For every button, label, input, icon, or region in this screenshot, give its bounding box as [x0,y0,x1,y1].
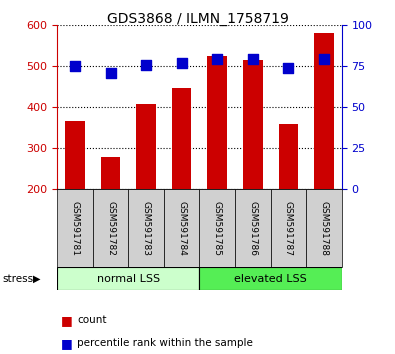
Bar [93,189,128,267]
Bar [101,157,120,189]
Text: normal LSS: normal LSS [97,274,160,284]
Bar [57,189,93,267]
Bar [128,189,164,267]
Text: GDS3868 / ILMN_1758719: GDS3868 / ILMN_1758719 [107,12,288,27]
Bar [271,189,306,267]
Bar [57,267,199,290]
Text: GSM591785: GSM591785 [213,201,222,256]
Text: count: count [77,315,107,325]
Bar [199,267,342,290]
Point [107,70,114,75]
Bar [314,33,334,189]
Text: GSM591788: GSM591788 [320,201,328,256]
Bar [306,189,342,267]
Text: GSM591787: GSM591787 [284,201,293,256]
Text: ▶: ▶ [33,274,40,284]
Text: GSM591783: GSM591783 [142,201,150,256]
Bar [199,189,235,267]
Bar [65,121,85,189]
Point [321,56,327,61]
Text: ■: ■ [61,337,73,350]
Text: elevated LSS: elevated LSS [234,274,307,284]
Bar [207,57,227,189]
Point [72,63,78,69]
Text: stress: stress [2,274,33,284]
Bar [136,104,156,189]
Text: percentile rank within the sample: percentile rank within the sample [77,338,253,348]
Text: GSM591784: GSM591784 [177,201,186,256]
Bar [164,189,199,267]
Bar [235,189,271,267]
Bar [278,124,298,189]
Text: GSM591781: GSM591781 [71,201,79,256]
Point [179,61,185,66]
Point [285,65,292,70]
Text: GSM591786: GSM591786 [248,201,257,256]
Point [250,57,256,62]
Point [214,57,220,62]
Point [143,62,149,68]
Text: GSM591782: GSM591782 [106,201,115,256]
Bar [243,60,263,189]
Bar [172,88,192,189]
Text: ■: ■ [61,314,73,327]
